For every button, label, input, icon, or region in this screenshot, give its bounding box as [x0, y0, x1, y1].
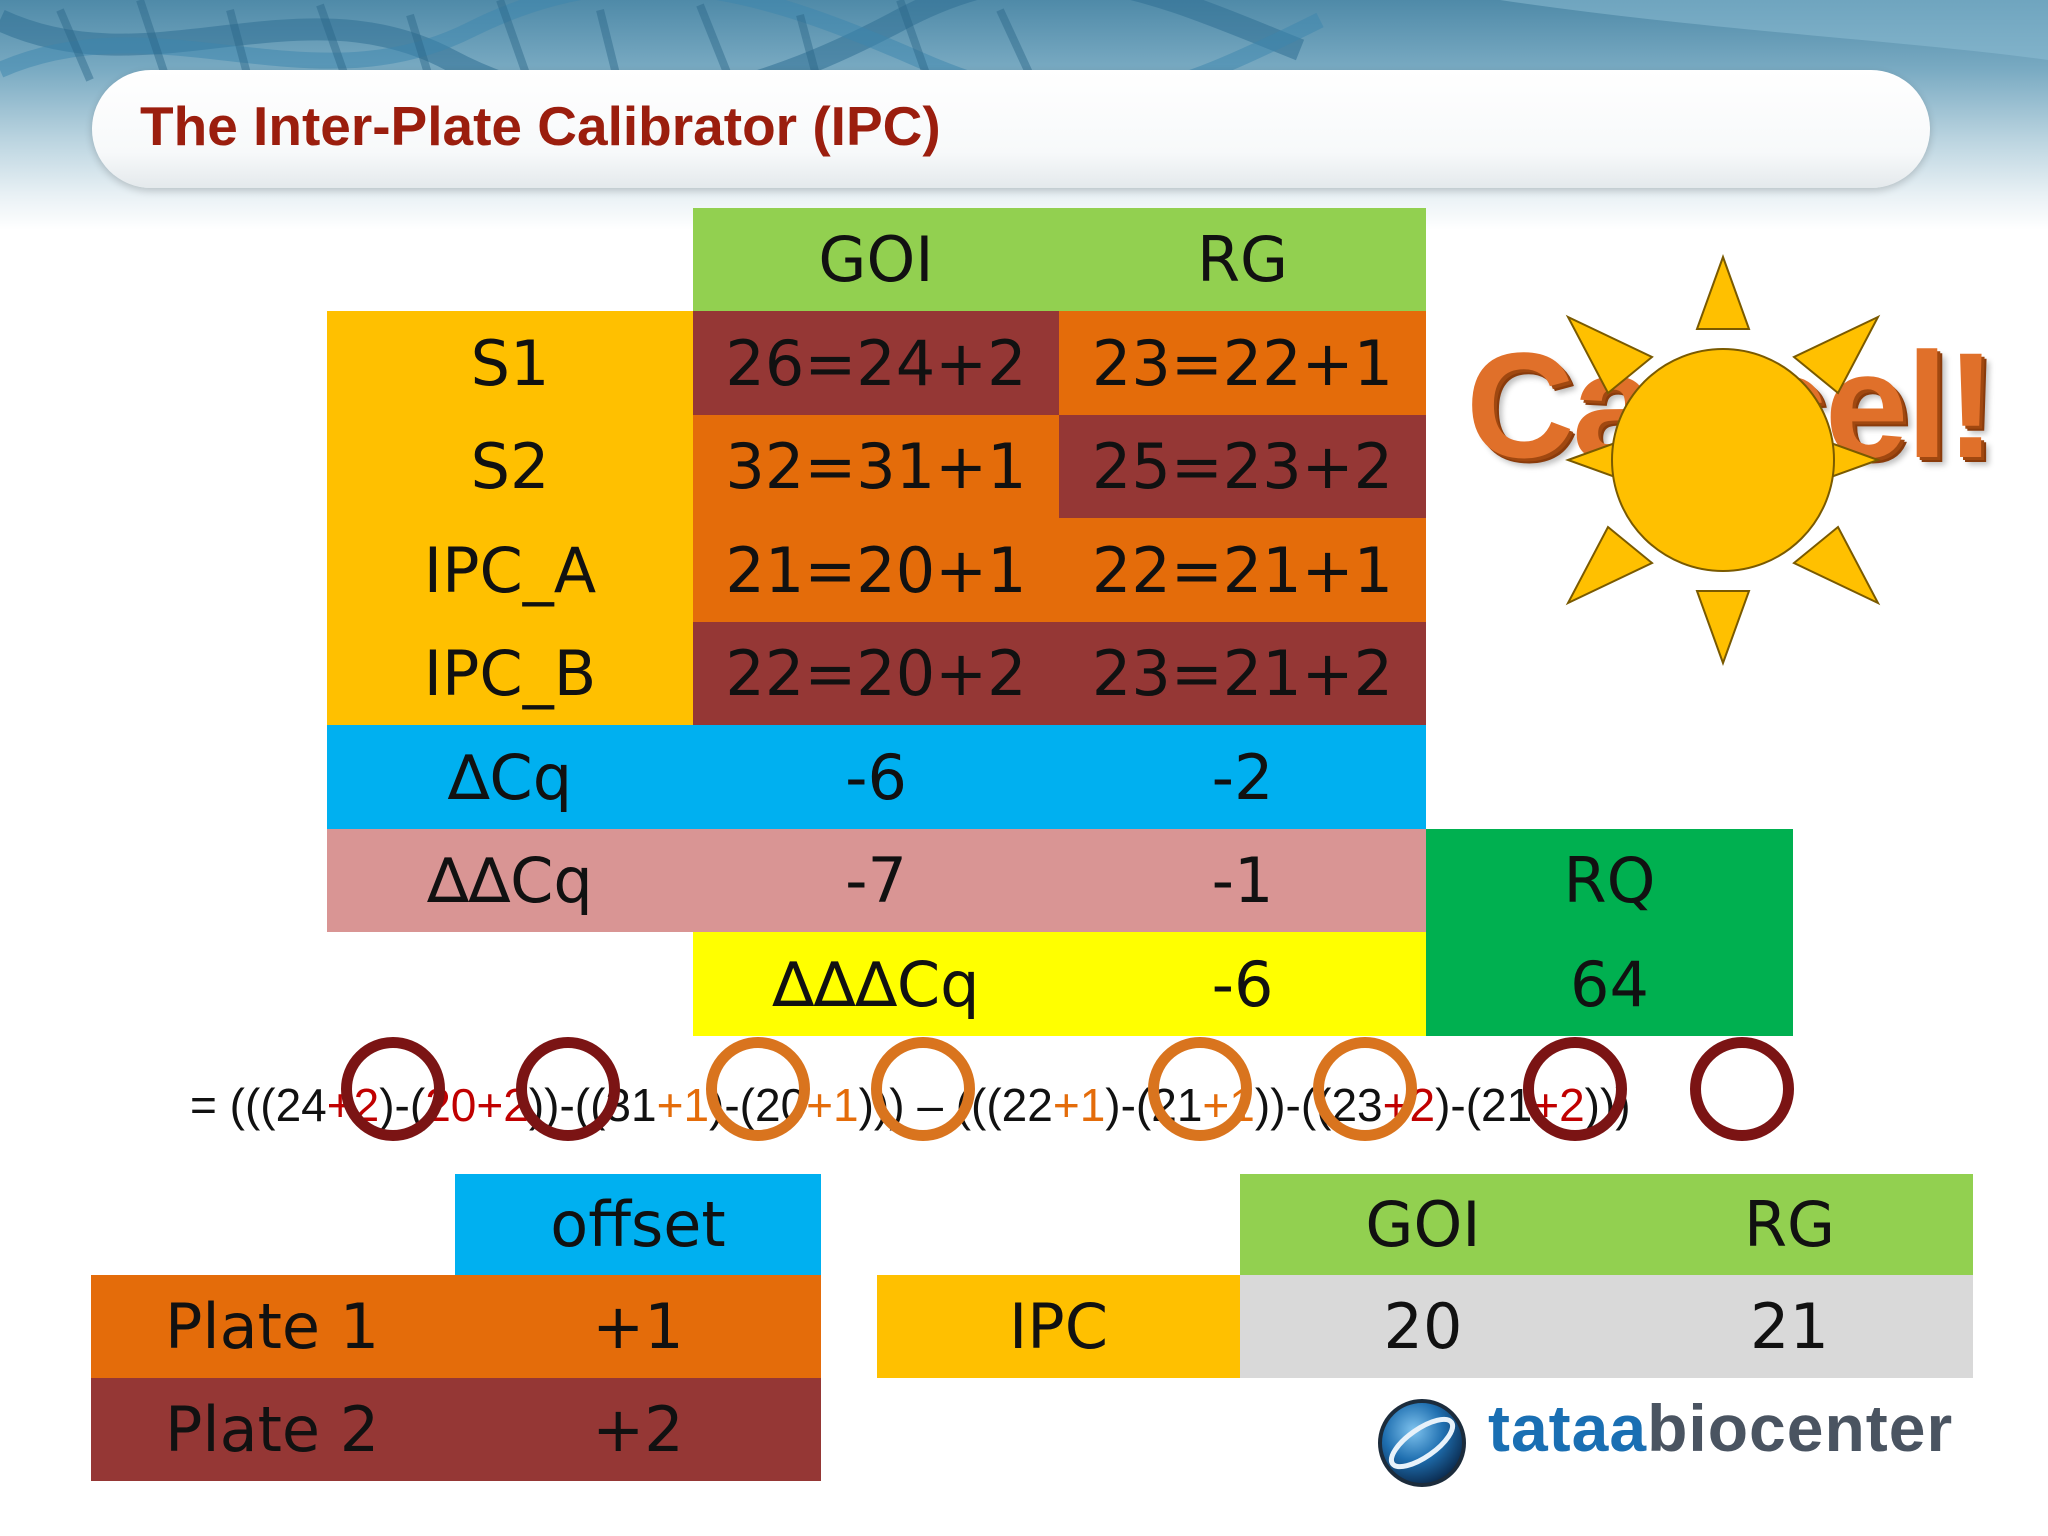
circle-marker-plate2 [341, 1037, 445, 1141]
offset-header: offset [455, 1174, 821, 1275]
cell-ipc-b-rg: 23=21+2 [1059, 622, 1426, 725]
row-label-delta-delta-cq: ∆∆Cq [327, 829, 693, 932]
circle-marker-plate1 [1313, 1037, 1417, 1141]
rq-label: RQ [1426, 829, 1793, 932]
ipc-header-goi: GOI [1240, 1174, 1606, 1275]
circle-marker-plate2 [1523, 1037, 1627, 1141]
row-label-delta-cq: ∆Cq [327, 725, 693, 829]
circle-marker-plate1 [706, 1037, 810, 1141]
header-goi: GOI [693, 208, 1059, 311]
cell-s1-rg: 23=22+1 [1059, 311, 1426, 415]
row-label-s1: S1 [327, 311, 693, 415]
cell-delta-cq-goi: -6 [693, 725, 1059, 829]
logo-part1: tataa [1488, 1391, 1648, 1465]
cell-s1-goi: 26=24+2 [693, 311, 1059, 415]
cell-s2-goi: 32=31+1 [693, 415, 1059, 518]
formula-part: = (((24 [190, 1079, 327, 1131]
formula-part: )-(21 [1435, 1079, 1533, 1131]
rq-value: 64 [1426, 932, 1793, 1036]
plate1-label: Plate 1 [91, 1275, 455, 1378]
row-label-s2: S2 [327, 415, 693, 518]
logo-part2: biocenter [1647, 1391, 1954, 1465]
ddd-cq-label: ∆∆∆Cq [693, 932, 1059, 1036]
cell-ipc-a-goi: 21=20+1 [693, 518, 1059, 622]
plate2-offset: +2 [455, 1378, 821, 1481]
slide-title: The Inter-Plate Calibrator (IPC) [140, 95, 941, 157]
ipc-row-label: IPC [877, 1275, 1240, 1378]
sun-icon [1565, 254, 1881, 666]
ddd-cq-value: -6 [1059, 932, 1426, 1036]
formula-part: +1 [1052, 1079, 1106, 1131]
row-label-ipc-a: IPC_A [327, 518, 693, 622]
circle-marker-plate2 [1690, 1037, 1794, 1141]
tataa-logo-text: tataabiocenter [1488, 1390, 1953, 1466]
tataa-logo-icon [1378, 1399, 1466, 1487]
cell-ipc-a-rg: 22=21+1 [1059, 518, 1426, 622]
cell-delta-delta-cq-rg: -1 [1059, 829, 1426, 932]
circle-marker-plate2 [516, 1037, 620, 1141]
cell-delta-delta-cq-goi: -7 [693, 829, 1059, 932]
cell-delta-cq-rg: -2 [1059, 725, 1426, 829]
ipc-goi-value: 20 [1240, 1275, 1606, 1378]
cell-ipc-b-goi: 22=20+2 [693, 622, 1059, 725]
ipc-header-rg: RG [1606, 1174, 1973, 1275]
row-label-ipc-b: IPC_B [327, 622, 693, 725]
header-rg: RG [1059, 208, 1426, 311]
cell-s2-rg: 25=23+2 [1059, 415, 1426, 518]
title-bar [92, 70, 1930, 188]
plate1-offset: +1 [455, 1275, 821, 1378]
circle-marker-plate1 [1148, 1037, 1252, 1141]
ipc-rg-value: 21 [1606, 1275, 1973, 1378]
circle-marker-plate1 [871, 1037, 975, 1141]
formula-part: +1 [806, 1079, 859, 1131]
plate2-label: Plate 2 [91, 1378, 455, 1481]
formula-part: +1 [656, 1079, 710, 1131]
